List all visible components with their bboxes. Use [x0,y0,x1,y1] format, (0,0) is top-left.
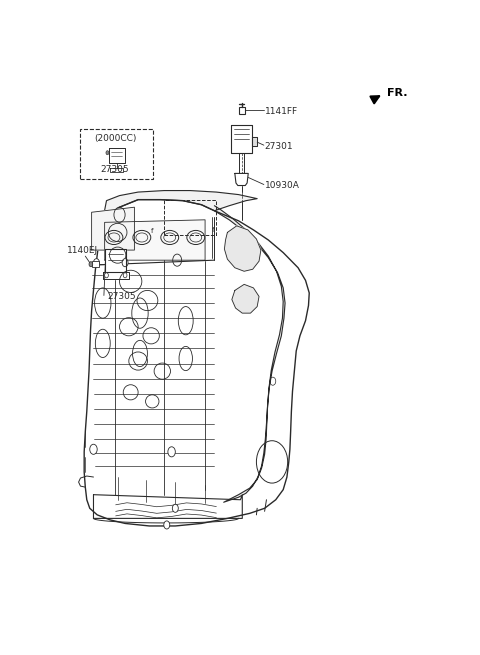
Text: FR.: FR. [386,88,407,98]
Polygon shape [215,206,285,502]
Polygon shape [231,125,252,153]
Polygon shape [103,272,129,279]
Polygon shape [92,207,134,250]
Text: 27305: 27305 [108,293,136,301]
Text: 27301: 27301 [264,141,293,151]
Text: 27305: 27305 [101,165,130,174]
Text: 10930A: 10930A [264,181,300,190]
Polygon shape [94,495,242,518]
Polygon shape [84,200,309,526]
Polygon shape [105,220,205,260]
Circle shape [164,521,170,529]
Text: f: f [212,227,215,233]
Circle shape [105,272,108,278]
Circle shape [122,259,128,267]
Polygon shape [103,191,257,220]
Circle shape [172,504,178,512]
Polygon shape [252,137,257,145]
Bar [92,261,99,267]
Circle shape [123,272,127,278]
Bar [81,129,153,179]
Circle shape [89,262,93,267]
Text: f: f [151,228,154,234]
Circle shape [168,447,175,457]
Polygon shape [108,147,125,163]
Bar [239,107,244,114]
Circle shape [94,259,99,267]
Polygon shape [235,174,248,185]
Circle shape [90,444,97,455]
Text: (2000CC): (2000CC) [94,134,136,143]
Polygon shape [225,226,261,271]
Polygon shape [232,284,259,313]
Text: 1140EJ: 1140EJ [67,246,98,255]
Polygon shape [110,168,123,172]
Polygon shape [106,249,126,272]
Text: 1141FF: 1141FF [264,107,298,116]
Circle shape [106,151,109,155]
